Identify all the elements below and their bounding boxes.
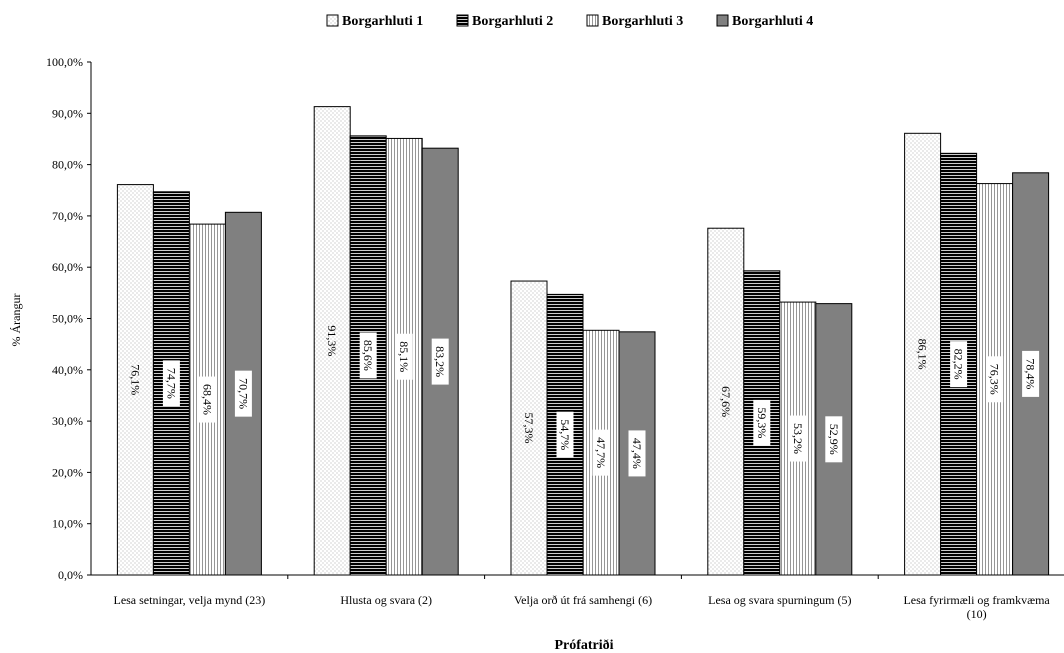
legend-swatch bbox=[456, 14, 469, 27]
data-label: 86,1% bbox=[916, 339, 930, 370]
data-label-text: 76,1% bbox=[128, 364, 142, 395]
data-label-bg bbox=[986, 356, 1004, 403]
x-tick-label: Lesa fyrirmæli og framkvæma (10) bbox=[903, 593, 1050, 621]
data-label-bg bbox=[628, 430, 646, 477]
data-label-bg bbox=[234, 370, 252, 417]
x-tick-label: Velja orð út frá samhengi (6) bbox=[514, 593, 652, 607]
data-label-text: 52,9% bbox=[827, 424, 841, 455]
y-tick-label: 30,0% bbox=[52, 414, 83, 428]
data-label-text: 59,3% bbox=[755, 407, 769, 438]
data-label: 74,7% bbox=[162, 360, 180, 407]
legend-label: Borgarhluti 2 bbox=[472, 14, 553, 29]
data-label-text: 57,3% bbox=[522, 413, 536, 444]
data-label-text: 85,6% bbox=[361, 340, 375, 371]
y-tick-label: 100,0% bbox=[46, 55, 83, 69]
data-label-text: 67,6% bbox=[719, 386, 733, 417]
y-axis-title: % Árangur bbox=[9, 294, 23, 347]
data-label-text: 53,2% bbox=[791, 423, 805, 454]
data-label: 76,3% bbox=[986, 356, 1004, 403]
legend-label: Borgarhluti 4 bbox=[732, 14, 813, 29]
y-tick-label: 60,0% bbox=[52, 260, 83, 274]
data-label: 52,9% bbox=[825, 416, 843, 463]
data-label-bg bbox=[359, 332, 377, 379]
legend-swatch bbox=[716, 14, 729, 27]
data-label-text: 70,7% bbox=[236, 378, 250, 409]
data-label: 76,1% bbox=[128, 364, 142, 395]
y-tick-label: 80,0% bbox=[52, 158, 83, 172]
data-label-bg bbox=[431, 338, 449, 385]
x-tick-label-line: Lesa fyrirmæli og framkvæma bbox=[903, 593, 1050, 607]
bar bbox=[313, 106, 351, 576]
bar bbox=[116, 184, 154, 576]
data-label: 47,7% bbox=[592, 429, 610, 476]
data-label-bg bbox=[1022, 350, 1040, 397]
data-label: 70,7% bbox=[234, 370, 252, 417]
data-label-bg bbox=[789, 415, 807, 462]
legend: Borgarhluti 1 Borgarhluti 2 Borgarhluti 3 B… bbox=[326, 14, 813, 29]
data-label-text: 54,7% bbox=[558, 419, 572, 450]
data-label: 85,1% bbox=[395, 333, 413, 380]
data-label-text: 82,2% bbox=[952, 349, 966, 380]
y-tick-label: 70,0% bbox=[52, 209, 83, 223]
data-label-bg bbox=[198, 376, 216, 423]
data-label: 57,3% bbox=[522, 413, 536, 444]
data-label: 54,7% bbox=[556, 411, 574, 458]
data-label: 83,2% bbox=[431, 338, 449, 385]
y-tick-label: 40,0% bbox=[52, 363, 83, 377]
x-tick-label: Lesa setningar, velja mynd (23) bbox=[113, 593, 265, 607]
x-tick-label-line: (10) bbox=[967, 607, 987, 621]
y-tick-label: 0,0% bbox=[58, 568, 83, 582]
data-label-bg bbox=[162, 360, 180, 407]
y-tick-label: 50,0% bbox=[52, 312, 83, 326]
data-label: 59,3% bbox=[753, 399, 771, 446]
data-label: 91,3% bbox=[325, 325, 339, 356]
data-label-text: 78,4% bbox=[1024, 358, 1038, 389]
bar bbox=[904, 132, 942, 576]
data-label: 82,2% bbox=[950, 341, 968, 388]
y-tick-label: 90,0% bbox=[52, 106, 83, 120]
data-label-bg bbox=[556, 411, 574, 458]
data-labels: 76,1% 91,3% 57,3% 67,6% 86,1% 74,7% 85,6% 54,7%… bbox=[128, 325, 1040, 477]
data-label-text: 47,7% bbox=[594, 437, 608, 468]
data-label: 47,4% bbox=[628, 430, 646, 477]
data-label: 67,6% bbox=[719, 386, 733, 417]
legend-swatch bbox=[586, 14, 599, 27]
y-tick-label: 10,0% bbox=[52, 517, 83, 531]
x-axis-title: Prófatriði bbox=[554, 637, 613, 653]
data-label-text: 85,1% bbox=[397, 341, 411, 372]
legend-swatch bbox=[326, 14, 339, 27]
data-label: 85,6% bbox=[359, 332, 377, 379]
data-label: 68,4% bbox=[198, 376, 216, 423]
bars bbox=[116, 106, 1050, 576]
bar bbox=[707, 227, 745, 576]
data-label-text: 47,4% bbox=[630, 438, 644, 469]
data-label-bg bbox=[950, 341, 968, 388]
x-tick-label: Hlusta og svara (2) bbox=[340, 593, 432, 607]
legend-label: Borgarhluti 1 bbox=[342, 14, 423, 29]
legend-label: Borgarhluti 3 bbox=[602, 14, 683, 29]
bar bbox=[618, 331, 656, 576]
data-label-text: 74,7% bbox=[164, 368, 178, 399]
data-label: 78,4% bbox=[1022, 350, 1040, 397]
axes: 0,0% 10,0% 20,0% 30,0% 40,0% 50,0% 60,0% 70,0% 8… bbox=[46, 55, 1064, 621]
data-label-bg bbox=[825, 416, 843, 463]
data-label-text: 86,1% bbox=[916, 339, 930, 370]
y-tick-label: 20,0% bbox=[52, 465, 83, 479]
x-tick-label: Lesa og svara spurningum (5) bbox=[708, 593, 851, 607]
data-label-bg bbox=[753, 399, 771, 446]
data-label-bg bbox=[592, 429, 610, 476]
data-label-text: 68,4% bbox=[200, 384, 214, 415]
data-label-text: 76,3% bbox=[988, 364, 1002, 395]
data-label: 53,2% bbox=[789, 415, 807, 462]
bar bbox=[510, 280, 548, 576]
data-label-text: 83,2% bbox=[433, 346, 447, 377]
data-label-text: 91,3% bbox=[325, 325, 339, 356]
data-label-bg bbox=[395, 333, 413, 380]
